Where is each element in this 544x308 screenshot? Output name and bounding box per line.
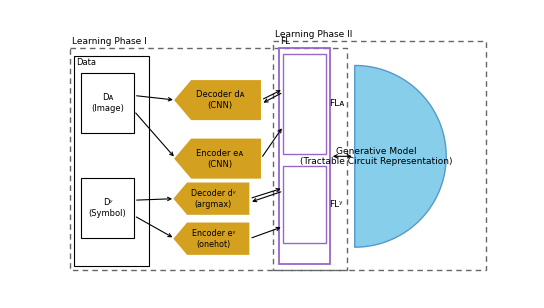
Text: Encoder eʸ
(onehot): Encoder eʸ (onehot) bbox=[191, 229, 235, 249]
Polygon shape bbox=[174, 139, 261, 179]
Bar bbox=[279, 48, 330, 264]
Text: Dʸ
(Symbol): Dʸ (Symbol) bbox=[89, 198, 126, 217]
Text: Learning Phase II: Learning Phase II bbox=[275, 30, 353, 39]
Polygon shape bbox=[174, 80, 261, 120]
Text: Dᴀ
(Image): Dᴀ (Image) bbox=[91, 94, 124, 113]
Bar bbox=[70, 48, 347, 270]
Polygon shape bbox=[355, 65, 446, 247]
Bar bbox=[81, 178, 134, 238]
Bar bbox=[283, 166, 326, 243]
Text: Data: Data bbox=[77, 58, 96, 67]
Text: FL: FL bbox=[280, 37, 290, 46]
Text: Learning Phase I: Learning Phase I bbox=[72, 37, 147, 46]
Text: Decoder dʸ
(argmax): Decoder dʸ (argmax) bbox=[191, 188, 236, 209]
Text: FLᴀ: FLᴀ bbox=[329, 99, 345, 108]
Bar bbox=[81, 73, 134, 133]
Bar bbox=[74, 56, 150, 266]
Text: Generative Model
(Tractable Circuit Representation): Generative Model (Tractable Circuit Repr… bbox=[300, 147, 453, 166]
Text: FLʸ: FLʸ bbox=[329, 200, 343, 209]
Text: Encoder eᴀ
(CNN): Encoder eᴀ (CNN) bbox=[196, 148, 244, 169]
Polygon shape bbox=[174, 182, 249, 215]
Bar bbox=[274, 41, 486, 270]
Bar bbox=[283, 54, 326, 154]
Text: Decoder dᴀ
(CNN): Decoder dᴀ (CNN) bbox=[196, 90, 244, 110]
Polygon shape bbox=[174, 222, 249, 255]
